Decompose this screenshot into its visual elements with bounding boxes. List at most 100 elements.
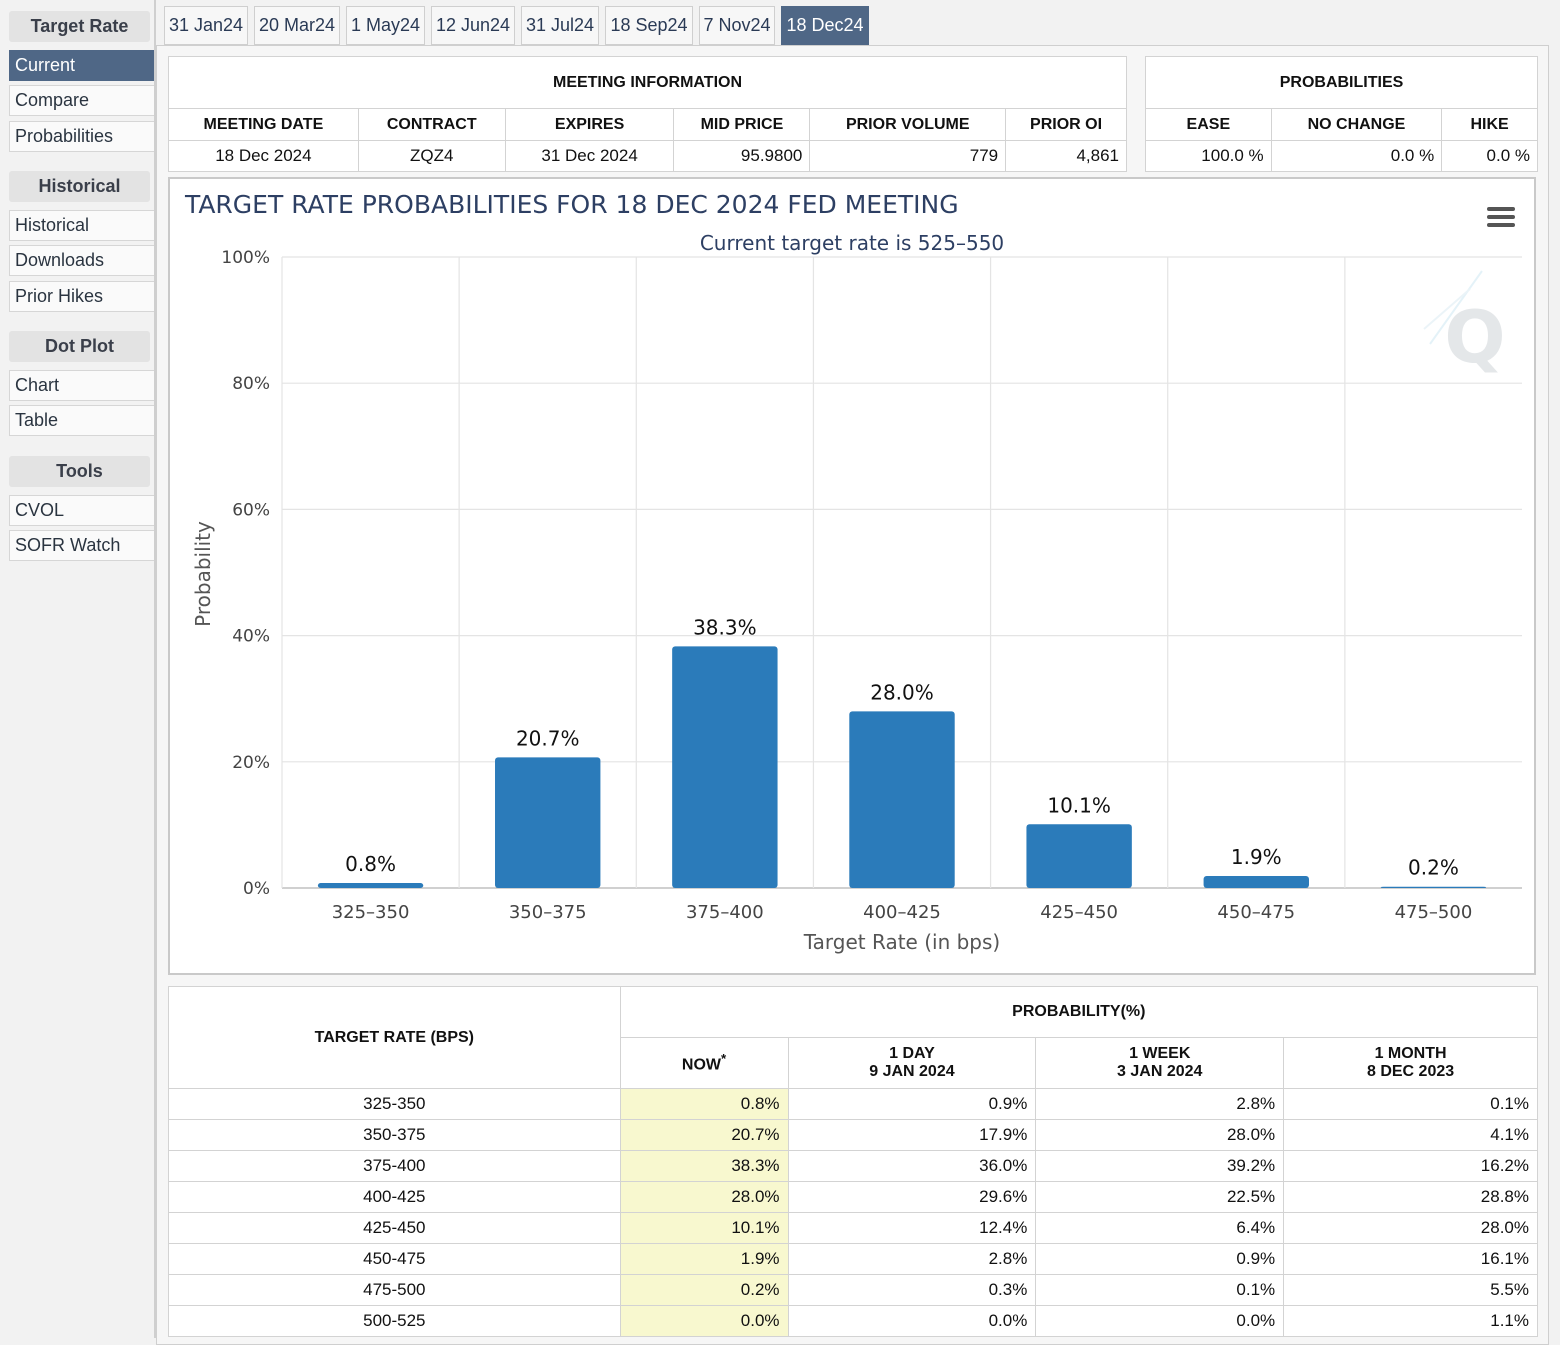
bar-3[interactable] bbox=[849, 711, 955, 888]
bar-2[interactable] bbox=[672, 646, 778, 888]
now-cell: 28.0% bbox=[619, 1181, 789, 1213]
sidebar-divider bbox=[154, 0, 156, 1338]
hike-header: HIKE bbox=[1441, 108, 1538, 141]
data-labels: 0.8% 20.7% 38.3% 28.0% 10.1% 1.9% 0.2% bbox=[345, 615, 1459, 879]
now-cell: 38.3% bbox=[619, 1150, 789, 1182]
mid-price-header: MID PRICE bbox=[673, 108, 811, 141]
sidebar-item-downloads[interactable]: Downloads bbox=[9, 245, 154, 276]
table-row: 475-500 0.2% 0.3% 0.1% 5.5% bbox=[168, 1274, 1538, 1306]
one-month-cell: 0.1% bbox=[1283, 1088, 1538, 1120]
rate-cell: 475-500 bbox=[168, 1274, 621, 1306]
x-tick-label: 325–350 bbox=[332, 902, 410, 923]
y-tick-label: 80% bbox=[232, 374, 270, 394]
x-tick-label: 475–500 bbox=[1395, 902, 1473, 923]
contract-header: CONTRACT bbox=[357, 108, 506, 141]
now-cell: 0.8% bbox=[619, 1088, 789, 1120]
bar-4[interactable] bbox=[1026, 824, 1132, 888]
probabilities-summary-table: PROBABILITIES EASE NO CHANGE HIKE 100.0 … bbox=[1145, 56, 1538, 172]
table-row: 500-525 0.0% 0.0% 0.0% 1.1% bbox=[168, 1305, 1538, 1337]
one-week-cell: 6.4% bbox=[1035, 1212, 1285, 1244]
no-change-header: NO CHANGE bbox=[1270, 108, 1443, 141]
now-cell: 1.9% bbox=[619, 1243, 789, 1275]
one-day-cell: 29.6% bbox=[787, 1181, 1037, 1213]
sidebar-item-compare[interactable]: Compare bbox=[9, 85, 154, 116]
one-week-cell: 22.5% bbox=[1035, 1181, 1285, 1213]
now-cell: 0.2% bbox=[619, 1274, 789, 1306]
x-tick-label: 425–450 bbox=[1040, 902, 1118, 923]
table-row: 450-475 1.9% 2.8% 0.9% 16.1% bbox=[168, 1243, 1538, 1275]
y-tick-label: 100% bbox=[221, 248, 270, 268]
expires-header: EXPIRES bbox=[504, 108, 675, 141]
rate-cell: 500-525 bbox=[168, 1305, 621, 1337]
tab-31-jul24[interactable]: 31 Jul24 bbox=[521, 6, 599, 45]
sidebar-item-probabilities[interactable]: Probabilities bbox=[9, 121, 154, 152]
sidebar-section-historical: Historical bbox=[9, 171, 150, 202]
x-tick-label: 400–425 bbox=[863, 902, 941, 923]
data-label: 0.2% bbox=[1408, 856, 1459, 880]
probability-chart: TARGET RATE PROBABILITIES FOR 18 DEC 202… bbox=[168, 177, 1536, 975]
sidebar-item-current[interactable]: Current bbox=[9, 50, 154, 81]
now-footnote-marker: * bbox=[721, 1051, 727, 1067]
bar-6[interactable] bbox=[1380, 886, 1487, 888]
chart-title: TARGET RATE PROBABILITIES FOR 18 DEC 202… bbox=[184, 190, 959, 219]
one-day-cell: 36.0% bbox=[787, 1150, 1037, 1182]
chart-svg: TARGET RATE PROBABILITIES FOR 18 DEC 202… bbox=[184, 190, 1522, 954]
tab-20-mar24[interactable]: 20 Mar24 bbox=[254, 6, 340, 45]
tab-31-jan24[interactable]: 31 Jan24 bbox=[164, 6, 248, 45]
sidebar-item-table[interactable]: Table bbox=[9, 405, 154, 436]
sidebar: Target Rate Current Compare Probabilitie… bbox=[0, 0, 156, 1338]
table-row: 400-425 28.0% 29.6% 22.5% 28.8% bbox=[168, 1181, 1538, 1213]
one-day-cell: 0.0% bbox=[787, 1305, 1037, 1337]
tab-18-sep24[interactable]: 18 Sep24 bbox=[605, 6, 693, 45]
bar-0[interactable] bbox=[317, 882, 424, 888]
sidebar-item-sofr-watch[interactable]: SOFR Watch bbox=[9, 530, 154, 561]
probability-table: TARGET RATE (BPS) PROBABILITY(%) NOW* 1 … bbox=[168, 986, 1539, 1337]
one-day-cell: 0.3% bbox=[787, 1274, 1037, 1306]
hamburger-menu-icon[interactable] bbox=[1480, 199, 1522, 235]
probabilities-caption: PROBABILITIES bbox=[1145, 56, 1538, 109]
ease-header: EASE bbox=[1145, 108, 1272, 141]
one-week-cell: 39.2% bbox=[1035, 1150, 1285, 1182]
y-axis-label: Probability bbox=[191, 521, 215, 627]
one-month-cell: 1.1% bbox=[1283, 1305, 1538, 1337]
rate-cell: 400-425 bbox=[168, 1181, 621, 1213]
meeting-info-table: MEETING INFORMATION MEETING DATE CONTRAC… bbox=[168, 56, 1127, 172]
now-cell: 20.7% bbox=[619, 1119, 789, 1151]
x-axis-ticks: 325–350 350–375 375–400 400–425 425–450 450–4… bbox=[332, 902, 1473, 923]
prior-oi-value: 4,861 bbox=[1005, 140, 1127, 172]
tab-12-jun24[interactable]: 12 Jun24 bbox=[431, 6, 515, 45]
tab-7-nov24[interactable]: 7 Nov24 bbox=[699, 6, 775, 45]
one-day-cell: 2.8% bbox=[787, 1243, 1037, 1275]
data-label: 38.3% bbox=[693, 615, 757, 639]
data-label: 20.7% bbox=[516, 726, 580, 750]
y-tick-label: 20% bbox=[232, 753, 270, 773]
bar-1[interactable] bbox=[495, 757, 601, 888]
y-tick-label: 40% bbox=[232, 627, 270, 647]
data-label: 10.1% bbox=[1047, 793, 1111, 817]
one-day-cell: 0.9% bbox=[787, 1088, 1037, 1120]
hike-value: 0.0 % bbox=[1441, 140, 1538, 172]
target-rate-header: TARGET RATE (BPS) bbox=[168, 986, 621, 1089]
sidebar-item-historical[interactable]: Historical bbox=[9, 210, 154, 241]
probability-group-header: PROBABILITY(%) bbox=[619, 986, 1539, 1038]
one-day-cell: 17.9% bbox=[787, 1119, 1037, 1151]
meeting-info-caption: MEETING INFORMATION bbox=[168, 56, 1127, 109]
one-week-cell: 2.8% bbox=[1035, 1088, 1285, 1120]
tab-1-may24[interactable]: 1 May24 bbox=[346, 6, 425, 45]
x-tick-label: 450–475 bbox=[1217, 902, 1295, 923]
bar-5[interactable] bbox=[1203, 876, 1309, 888]
tab-18-dec24[interactable]: 18 Dec24 bbox=[781, 6, 869, 45]
x-tick-label: 375–400 bbox=[686, 902, 764, 923]
sidebar-section-dot-plot: Dot Plot bbox=[9, 331, 150, 362]
one-month-cell: 16.1% bbox=[1283, 1243, 1538, 1275]
sidebar-item-prior-hikes[interactable]: Prior Hikes bbox=[9, 281, 154, 312]
x-axis-label: Target Rate (in bps) bbox=[803, 930, 1000, 954]
one-month-cell: 5.5% bbox=[1283, 1274, 1538, 1306]
one-week-cell: 28.0% bbox=[1035, 1119, 1285, 1151]
rate-cell: 375-400 bbox=[168, 1150, 621, 1182]
table-row: 425-450 10.1% 12.4% 6.4% 28.0% bbox=[168, 1212, 1538, 1244]
sidebar-item-chart[interactable]: Chart bbox=[9, 370, 154, 401]
sidebar-item-cvol[interactable]: CVOL bbox=[9, 495, 154, 526]
sidebar-section-tools: Tools bbox=[9, 456, 150, 487]
chart-bars bbox=[317, 646, 1487, 888]
